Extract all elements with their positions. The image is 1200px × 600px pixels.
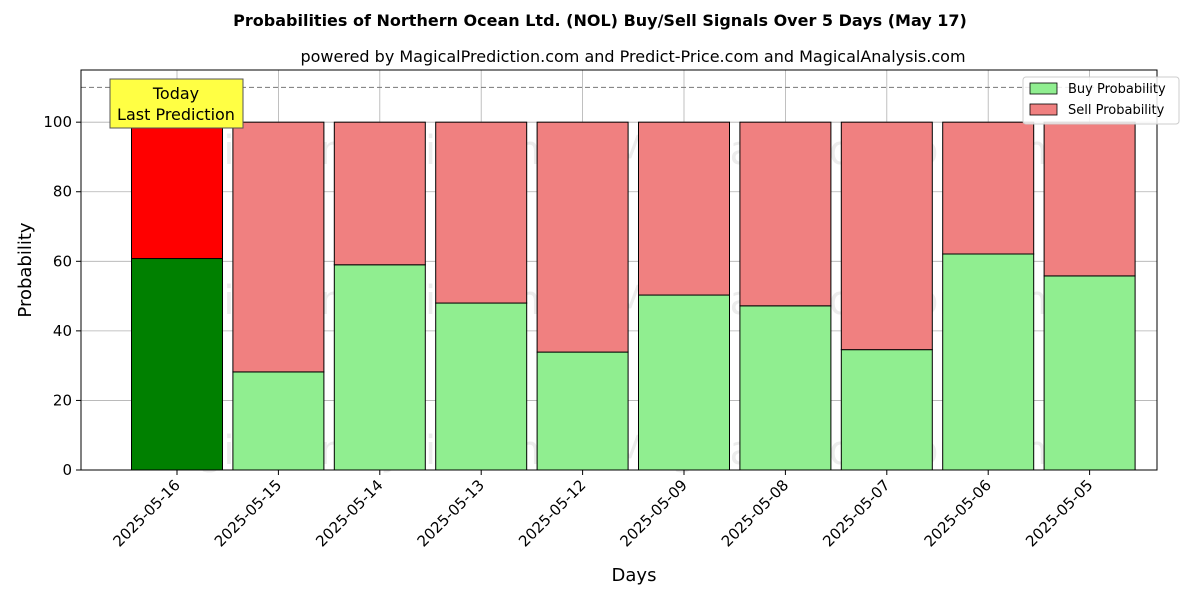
bar-buy	[638, 294, 730, 471]
y-tick-label: 80	[53, 183, 72, 201]
bar-buy	[840, 349, 933, 471]
x-tick-label: 2025-05-15	[211, 476, 285, 550]
x-tick-label: 2025-05-07	[819, 476, 893, 550]
x-tick-label: 2025-05-16	[109, 476, 183, 550]
x-tick-label: 2025-05-13	[414, 476, 488, 550]
y-tick-label: 0	[62, 461, 72, 479]
bar-buy	[435, 302, 528, 471]
bars	[131, 121, 1136, 471]
bar-sell	[739, 121, 832, 307]
x-tick-label: 2025-05-12	[515, 476, 589, 550]
bar-sell	[1043, 121, 1136, 277]
bar-buy	[131, 258, 223, 471]
bar-sell	[131, 121, 223, 260]
x-tick-label: 2025-05-09	[616, 476, 690, 550]
bar-sell	[840, 121, 933, 351]
legend-label-buy: Buy Probability	[1068, 82, 1166, 97]
y-axis-label: Probability	[15, 222, 36, 317]
x-tick-label: 2025-05-08	[718, 476, 792, 550]
y-tick-label: 60	[53, 252, 72, 270]
annotation-line-2: Last Prediction	[117, 105, 235, 124]
x-tick-label: 2025-05-14	[312, 476, 386, 550]
bar-buy	[333, 264, 426, 471]
legend-swatch-buy	[1029, 82, 1058, 95]
bar-buy	[739, 305, 832, 471]
bar-sell	[942, 121, 1035, 255]
x-axis-ticks: 2025-05-16 2025-05-15 2025-05-14 2025-05-13…	[109, 470, 1096, 550]
annotation-box	[109, 78, 244, 129]
x-tick-label: 2025-05-06	[921, 476, 995, 550]
chart-title: Probabilities of Northern Ocean Ltd. (NO…	[233, 11, 967, 30]
bar-buy	[232, 371, 325, 471]
bar-sell	[435, 121, 528, 304]
bar-buy	[536, 351, 629, 471]
x-axis-label: Days	[612, 565, 657, 586]
chart-subtitle: powered by MagicalPrediction.com and Pre…	[300, 47, 965, 66]
x-tick-label: 2025-05-05	[1022, 476, 1096, 550]
legend-box	[1022, 76, 1180, 125]
annotation-line-1: Today	[152, 84, 199, 103]
plot-frame	[80, 69, 1158, 471]
bar-sell	[232, 121, 325, 373]
bar-buy	[942, 253, 1035, 471]
y-tick-label: 20	[53, 391, 72, 409]
legend: Buy Probability Sell Probability	[1022, 76, 1180, 125]
y-axis-ticks: 0 20 40 60 80 100	[43, 113, 81, 479]
y-tick-label: 100	[43, 113, 72, 131]
legend-swatch-sell	[1029, 103, 1058, 116]
today-annotation: Today Last Prediction	[109, 78, 244, 129]
legend-label-sell: Sell Probability	[1068, 103, 1165, 118]
bar-sell	[536, 121, 629, 353]
bar-sell	[333, 121, 426, 266]
bar-sell	[638, 121, 730, 296]
y-tick-label: 40	[53, 322, 72, 340]
bar-buy	[1043, 275, 1136, 471]
